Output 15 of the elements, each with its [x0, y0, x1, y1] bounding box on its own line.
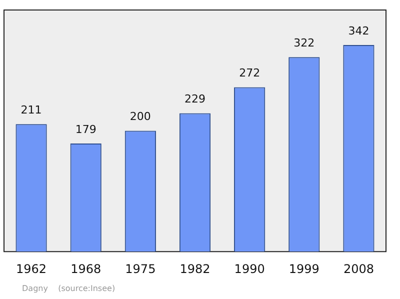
- data-label: 322: [294, 36, 315, 50]
- data-label: 211: [20, 104, 42, 117]
- data-label: 200: [130, 110, 151, 124]
- text: Dagny (source:Insee): [22, 284, 116, 293]
- data-label: 229: [184, 92, 206, 106]
- data-label: 342: [348, 24, 370, 38]
- x-tick-label: 1982: [180, 262, 210, 276]
- x-tick-label: 1999: [288, 262, 320, 276]
- x-tick-label: 1975: [125, 262, 156, 276]
- data-label: 179: [75, 122, 96, 136]
- x-tick-label: 1990: [234, 262, 265, 276]
- x-tick-label: 1968: [70, 262, 102, 276]
- data-label: 272: [239, 66, 260, 80]
- x-tick-label: 1962: [16, 262, 47, 276]
- x-tick-label: 2008: [343, 262, 374, 276]
